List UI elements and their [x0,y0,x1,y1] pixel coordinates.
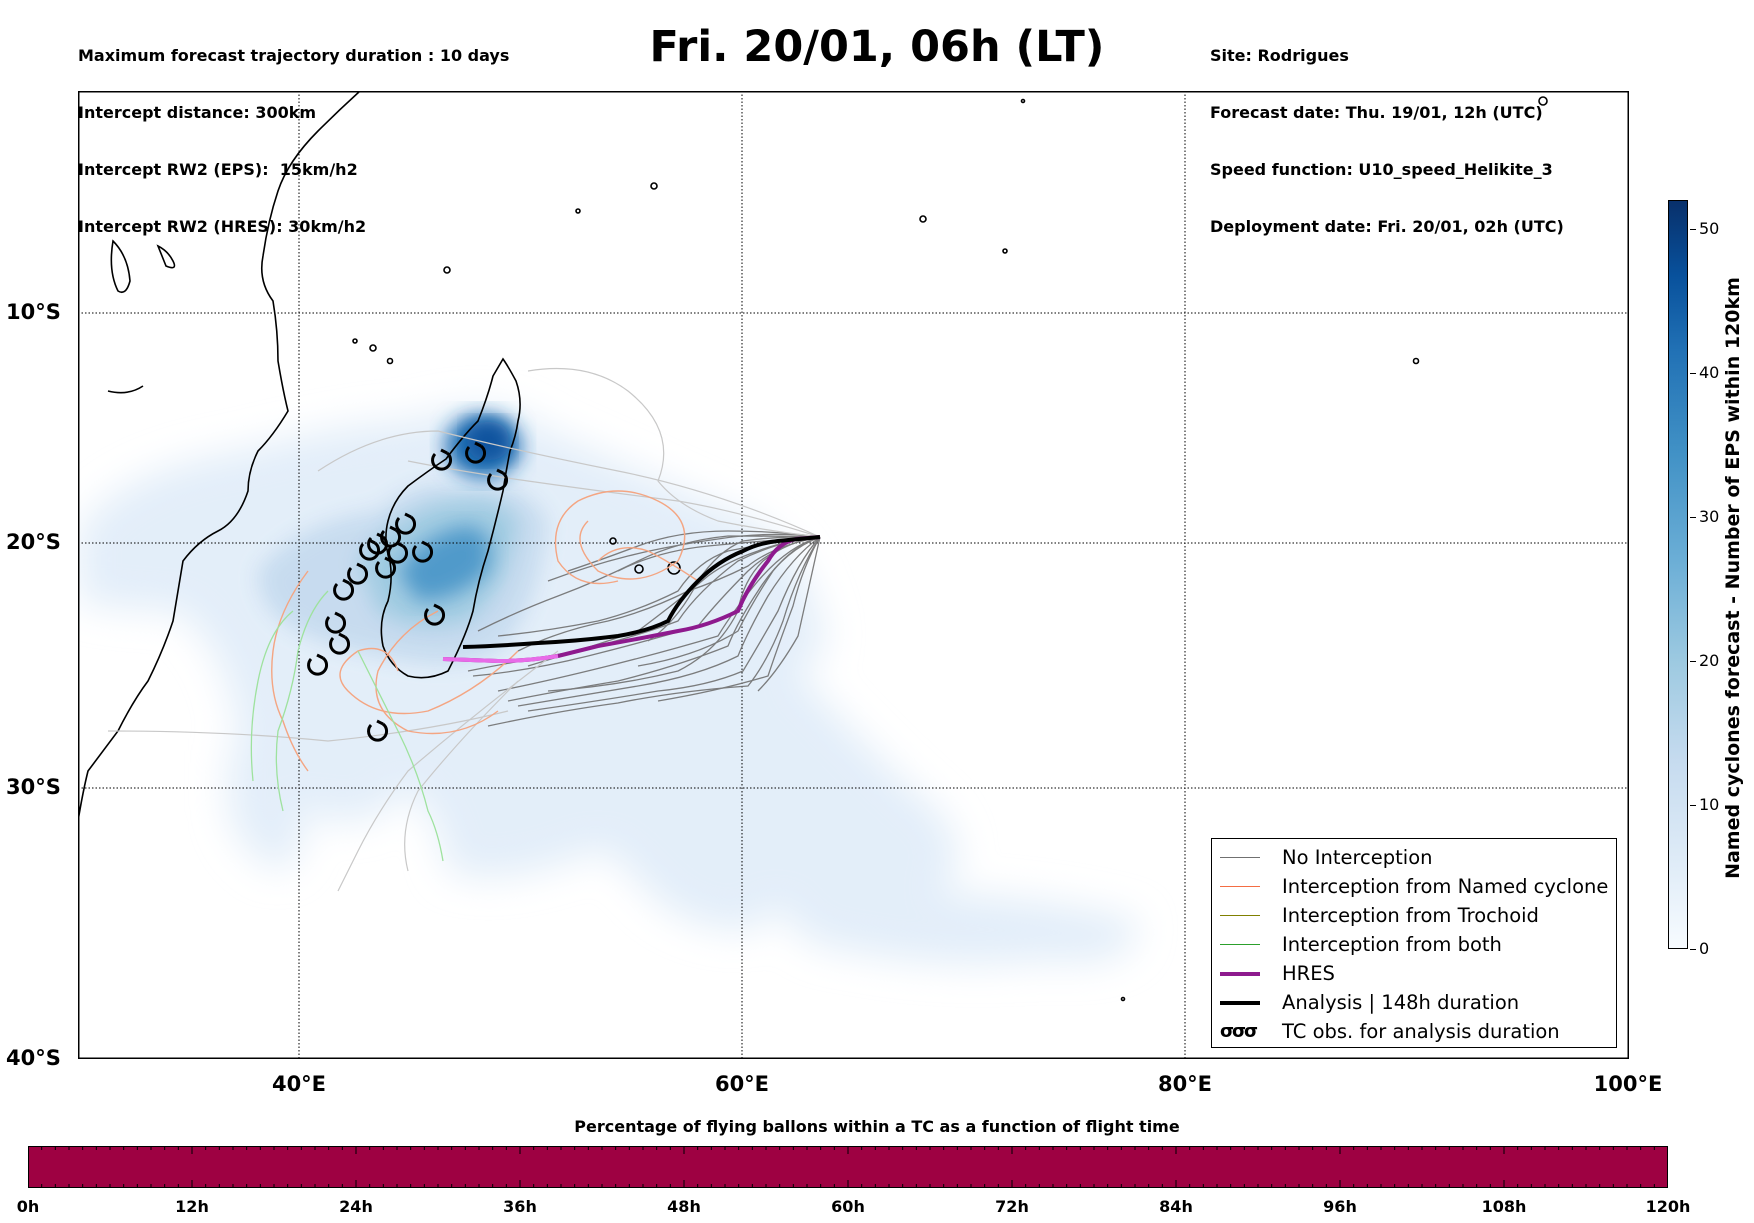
map-gridlines [78,91,1629,1059]
legend-tc-obs: σσσ TC obs. for analysis duration [1220,1020,1560,1043]
tc-symbol-icon [367,719,388,742]
header-left-info: Maximum forecast trajectory duration : 1… [78,8,509,255]
flight-time-label: 0h [16,1197,40,1216]
coastlines [78,91,1548,1002]
intercept-eps-text: Intercept RW2 (EPS): 15km/h2 [78,160,358,179]
tc-symbol-icon [325,611,346,634]
legend-line-icon [1220,944,1260,945]
colorbar-tick [1690,373,1696,374]
forecast-date-text: Forecast date: Thu. 19/01, 12h (UTC) [1210,103,1543,122]
colorbar-tick [1690,805,1696,806]
map-canvas[interactable] [78,91,1629,1059]
page-title: Fri. 20/01, 06h (LT) [649,22,1105,72]
legend-both: Interception from both [1220,930,1502,959]
site-text: Site: Rodrigues [1210,46,1349,65]
trajectories-named-cyclone [271,490,699,772]
max-duration-text: Maximum forecast trajectory duration : 1… [78,46,510,65]
flight-time-label: 36h [503,1197,537,1216]
lat-label-30s: 30°S [6,775,61,799]
colorbar-label-50: 50 [1699,219,1720,238]
flight-time-label: 48h [667,1197,701,1216]
tc-symbol-icon [412,540,433,563]
lat-label-20s: 20°S [6,530,61,554]
eps-density-field [78,408,1138,965]
legend-line-icon [1220,886,1260,887]
lon-label-60e: 60°E [714,1072,770,1096]
tc-symbol-icon [465,441,486,464]
flight-time-label: 60h [831,1197,865,1216]
tc-symbol-icon [347,562,368,585]
deployment-date-text: Deployment date: Fri. 20/01, 02h (UTC) [1210,217,1564,236]
legend-named-cyclone: Interception from Named cyclone [1220,872,1608,901]
flight-time-label: 72h [995,1197,1029,1216]
colorbar-label-10: 10 [1699,795,1720,814]
tc-symbol-icon [395,512,416,535]
trajectories-both [250,590,444,862]
lon-label-80e: 80°E [1157,1072,1213,1096]
trajectory-map[interactable] [78,91,1629,1059]
lat-label-10s: 10°S [6,300,61,324]
tc-symbol-icon [307,653,328,676]
lat-label-40s: 40°S [6,1046,61,1070]
tc-symbol-icon [431,448,452,471]
intercept-distance-text: Intercept distance: 300km [78,103,317,122]
colorbar-label-30: 30 [1699,507,1720,526]
map-legend: No Interception Interception from Named … [1211,838,1617,1048]
lon-label-100e: 100°E [1593,1072,1663,1096]
flight-time-label: 12h [175,1197,209,1216]
colorbar-label-0: 0 [1699,939,1710,958]
legend-line-icon [1220,915,1260,916]
colorbar-label-40: 40 [1699,363,1720,382]
hres-trajectory-faded [442,654,559,664]
tc-observations [307,441,508,742]
map-frame [78,91,1629,1059]
colorbar-tick [1690,517,1696,518]
colorbar-label-20: 20 [1699,651,1720,670]
tc-symbol-icon [359,538,380,561]
flight-time-label: 96h [1323,1197,1357,1216]
legend-line-icon [1220,857,1260,858]
legend-line-icon [1220,971,1260,976]
colorbar-tick [1690,661,1696,662]
colorbar-title: Named cyclones forecast - Number of EPS … [1722,277,1744,879]
flight-time-label: 84h [1159,1197,1193,1216]
tc-symbol-icon [424,603,445,626]
tc-symbol-icon [329,632,350,655]
flight-time-label: 120h [1645,1197,1691,1216]
tc-symbol-icon [375,556,396,579]
flight-time-label: 108h [1481,1197,1527,1216]
colorbar-tick [1690,949,1696,950]
legend-no-interception: No Interception [1220,843,1433,872]
tc-symbol-icon [487,468,508,491]
intercept-hres-text: Intercept RW2 (HRES): 30km/h2 [78,217,367,236]
eps-colorbar [1668,200,1688,949]
lon-label-40e: 40°E [271,1072,327,1096]
tc-symbol-icon: σσσ [1220,1021,1258,1042]
analysis-trajectory [462,535,821,649]
tc-symbol-icon [333,578,354,601]
legend-trochoid: Interception from Trochoid [1220,901,1539,930]
flight-time-bar-title: Percentage of flying ballons within a TC… [574,1117,1180,1136]
legend-analysis: Analysis | 148h duration [1220,988,1519,1017]
flight-time-label: 24h [339,1197,373,1216]
tc-symbol-icon [387,541,408,564]
speed-function-text: Speed function: U10_speed_Helikite_3 [1210,160,1553,179]
flight-time-ticks [28,1146,1668,1188]
header-right-info: Site: Rodrigues Forecast date: Thu. 19/0… [1210,8,1564,255]
colorbar-tick [1690,229,1696,230]
legend-line-icon [1220,1000,1260,1005]
legend-hres: HRES [1220,959,1335,988]
